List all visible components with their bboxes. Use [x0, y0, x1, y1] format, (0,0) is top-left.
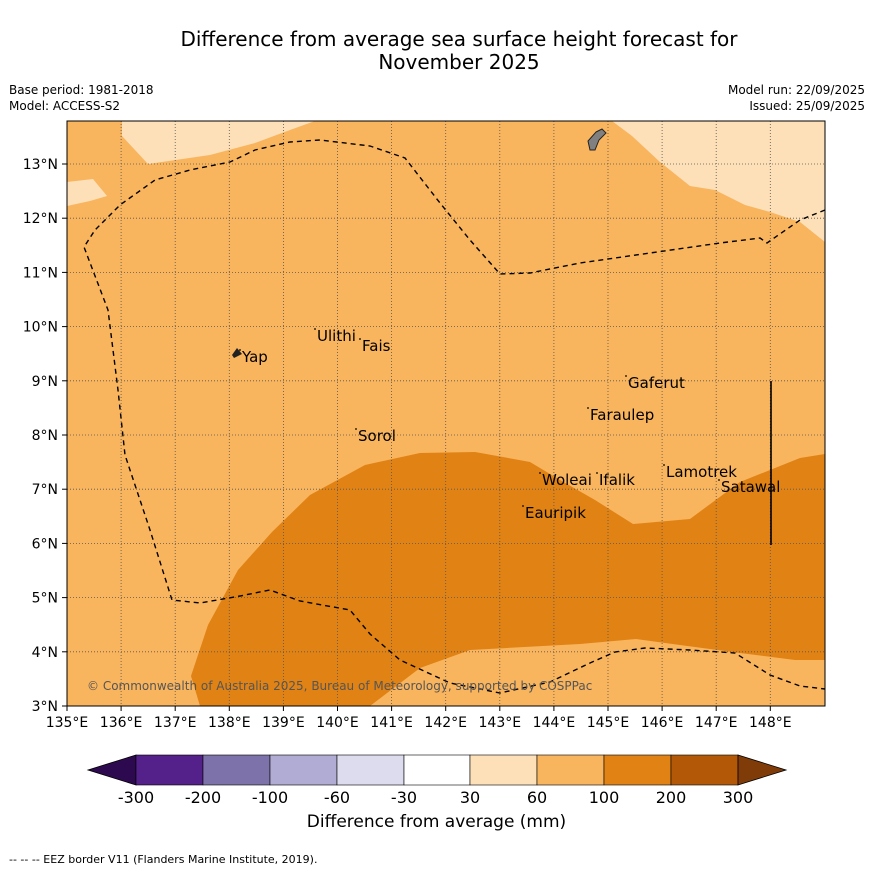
- eez-border-line: [83, 139, 825, 694]
- graticule: [67, 121, 825, 706]
- place-marker: [718, 479, 720, 481]
- lat-tick-label: 8°N: [32, 428, 58, 444]
- light-anomaly-region-west: [67, 179, 107, 206]
- lat-tick-label: 3°N: [32, 699, 58, 715]
- place-marker: [355, 428, 357, 430]
- lon-tick-label: 144°E: [533, 715, 576, 731]
- place-label: Ifalik: [599, 471, 635, 489]
- place-label: Gaferut: [628, 374, 685, 392]
- colorbar-bin: [135, 754, 204, 786]
- colorbar-bin: [403, 754, 471, 786]
- colorbar-bin: [670, 754, 739, 786]
- lon-tick-label: 140°E: [316, 715, 359, 731]
- colorbar-tick-label: -100: [252, 788, 288, 807]
- map-plot-area: Yap Ulithi Fais Sorol Gaferut Faraulep Woleai I…: [67, 121, 825, 706]
- place-marker: [663, 464, 665, 466]
- lon-tick-label: 141°E: [370, 715, 413, 731]
- place-label: Lamotrek: [666, 463, 737, 481]
- map-axes: 135°E 136°E 137°E 138°E 139°E 140°E 141°E 142°E…: [23, 157, 792, 731]
- place-marker: [522, 505, 524, 507]
- issued-date: Issued: 25/09/2025: [749, 99, 865, 113]
- lat-tick-label: 13°N: [23, 157, 58, 173]
- colorbar-extend-high: [737, 754, 788, 786]
- lat-tick-label: 12°N: [23, 211, 58, 227]
- place-label: Sorol: [358, 427, 396, 445]
- lon-tick-label: 145°E: [587, 715, 630, 731]
- place-marker: [539, 472, 541, 474]
- base-period: Base period: 1981-2018: [9, 83, 154, 97]
- lat-tick-label: 6°N: [32, 536, 58, 552]
- colorbar-label: Difference from average (mm): [306, 812, 567, 832]
- lon-tick-label: 143°E: [479, 715, 522, 731]
- lon-tick-label: 147°E: [695, 715, 738, 731]
- colorbar-tick-label: -60: [324, 788, 350, 807]
- place-label: Woleai: [542, 471, 592, 489]
- lat-tick-label: 7°N: [32, 482, 58, 498]
- place-marker: [625, 375, 627, 377]
- light-anomaly-region-north: [122, 121, 315, 164]
- place-label: Fais: [362, 337, 391, 355]
- place-label: Ulithi: [317, 327, 356, 345]
- lon-tick-label: 148°E: [749, 715, 792, 731]
- colorbar-bin: [269, 754, 338, 786]
- place-labels: Yap Ulithi Fais Sorol Gaferut Faraulep Woleai I…: [239, 327, 780, 522]
- lon-tick-label: 138°E: [208, 715, 251, 731]
- place-label: Faraulep: [590, 406, 654, 424]
- guam-island: [587, 128, 607, 151]
- colorbar-bin: [469, 754, 538, 786]
- lon-tick-label: 139°E: [262, 715, 305, 731]
- meta-left: Base period: 1981-2018 Model: ACCESS-S2: [9, 82, 154, 114]
- title-line-2: November 2025: [378, 50, 540, 74]
- colorbar-tick-label: 200: [656, 788, 687, 807]
- colorbar-bin: [603, 754, 672, 786]
- lat-tick-label: 4°N: [32, 645, 58, 661]
- colorbar-tick-label: -200: [185, 788, 221, 807]
- model-name: Model: ACCESS-S2: [9, 99, 121, 113]
- place-marker: [596, 472, 598, 474]
- eez-footnote: -- -- -- EEZ border V11 (Flanders Marine…: [9, 853, 318, 866]
- lon-tick-label: 146°E: [641, 715, 684, 731]
- place-label: Satawal: [721, 478, 780, 496]
- model-run: Model run: 22/09/2025: [727, 83, 865, 97]
- lat-tick-label: 9°N: [32, 374, 58, 390]
- colorbar-bin: [536, 754, 605, 786]
- lat-tick-label: 5°N: [32, 591, 58, 607]
- colorbar-tick-label: 30: [460, 788, 480, 807]
- light-anomaly-region-northeast: [612, 121, 825, 242]
- place-label: Yap: [241, 348, 268, 366]
- title-line-1: Difference from average sea surface heig…: [180, 27, 738, 51]
- lon-tick-label: 142°E: [424, 715, 467, 731]
- colorbar-tick-label: 300: [723, 788, 754, 807]
- chart-title: Difference from average sea surface heig…: [0, 28, 873, 74]
- colorbar-tick-label: 60: [527, 788, 547, 807]
- place-marker: [359, 338, 361, 340]
- place-marker: [587, 407, 589, 409]
- colorbar: -300 -200 -100 -60 -30 30 60 100 200 300: [86, 754, 788, 807]
- yap-island: [232, 348, 242, 358]
- place-label: Eauripik: [525, 504, 586, 522]
- place-marker: [314, 328, 316, 330]
- lon-tick-label: 136°E: [100, 715, 143, 731]
- lat-tick-label: 10°N: [23, 320, 58, 336]
- colorbar-tick-label: 100: [589, 788, 620, 807]
- colorbar-bin: [336, 754, 405, 786]
- colorbar-extend-low: [86, 754, 137, 786]
- place-marker: [239, 349, 241, 351]
- meta-right: Model run: 22/09/2025 Issued: 25/09/2025: [728, 82, 865, 114]
- colorbar-tick-label: -300: [118, 788, 154, 807]
- lon-tick-label: 135°E: [46, 715, 89, 731]
- copyright-notice: © Commonwealth of Australia 2025, Bureau…: [87, 679, 592, 693]
- colorbar-tick-label: -30: [391, 788, 417, 807]
- colorbar-bin: [202, 754, 271, 786]
- lon-tick-label: 137°E: [154, 715, 197, 731]
- dark-anomaly-region: [191, 452, 825, 706]
- lat-tick-label: 11°N: [23, 265, 58, 281]
